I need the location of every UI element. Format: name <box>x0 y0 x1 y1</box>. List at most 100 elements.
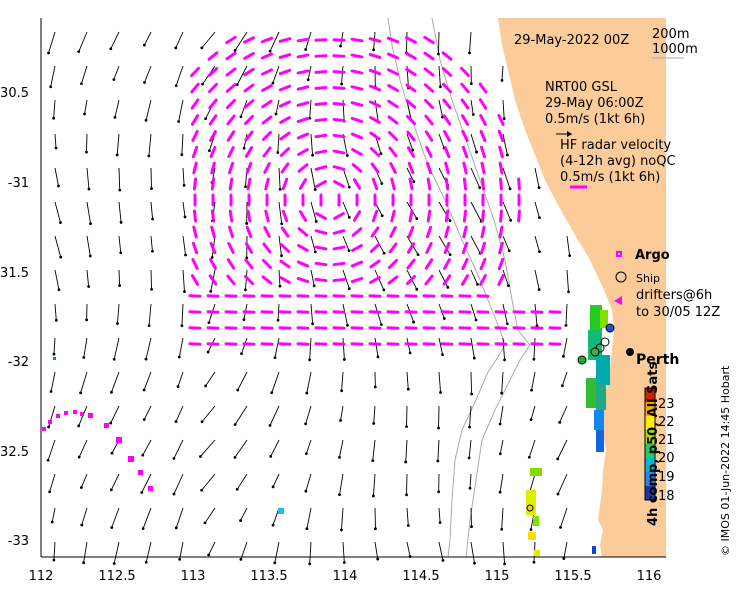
model-velocity-arrow <box>175 405 184 422</box>
radar-velocity-arrow <box>210 177 216 191</box>
y-tick-label: 30.5 <box>0 86 29 101</box>
model-velocity-arrowhead <box>207 321 211 325</box>
radar-velocity-arrow <box>314 261 328 267</box>
model-velocity-arrow <box>204 507 216 524</box>
model-velocity-arrowhead <box>537 186 541 189</box>
radar-velocity-arrow <box>244 258 254 270</box>
model-velocity-arrowhead <box>180 324 184 328</box>
model-velocity-arrow <box>278 167 281 190</box>
model-velocity-arrow <box>201 405 216 423</box>
model-velocity-arrowhead <box>112 562 116 565</box>
model-velocity-arrow <box>182 201 186 217</box>
model-velocity-arrow <box>110 473 120 490</box>
radar-velocity-arrow <box>243 52 255 60</box>
model-velocity-arrow <box>469 473 472 489</box>
radar-velocity-arrow <box>479 114 487 126</box>
model-velocity-arrow <box>531 371 536 391</box>
radar-velocity-arrow <box>279 259 291 269</box>
radar-velocity-arrow <box>368 37 382 43</box>
radar-velocity-arrow <box>279 116 291 124</box>
x-tick-label: 116 <box>637 569 662 584</box>
model-velocity-arrow <box>142 439 152 456</box>
model-velocity-arrowhead <box>47 51 50 55</box>
model-velocity-arrowhead <box>537 288 541 291</box>
model-velocity-arrowhead <box>471 113 475 116</box>
model-velocity-arrow <box>438 269 449 288</box>
radar-velocity-arrow <box>209 130 217 142</box>
model-velocity-arrowhead <box>57 184 60 188</box>
radar-velocity-arrow <box>441 67 453 77</box>
radar-velocity-arrow <box>210 225 216 239</box>
model-velocity-arrowhead <box>273 561 277 565</box>
model-velocity-arrowhead <box>80 523 84 527</box>
x-tick-label: 114.5 <box>402 569 439 584</box>
model-velocity-arrow <box>118 269 121 286</box>
model-velocity-arrow <box>406 133 414 151</box>
perth-city-marker <box>626 348 634 356</box>
model-velocity-arrow <box>310 201 317 222</box>
model-velocity-arrowhead <box>177 120 181 123</box>
radar-velocity-arrow <box>350 260 364 268</box>
model-velocity-arrow <box>54 133 57 149</box>
model-velocity-arrow <box>278 235 282 256</box>
radar-velocity-arrow <box>498 145 504 159</box>
radar-velocity-arrow <box>461 241 469 255</box>
model-velocity-arrow <box>234 31 248 51</box>
model-velocity-arrowhead <box>338 455 341 459</box>
model-velocity-arrow <box>372 439 376 461</box>
radar-velocity-arrow <box>405 67 417 77</box>
radar-velocity-arrow <box>351 227 363 237</box>
model-velocity-arrowhead <box>233 456 237 459</box>
model-velocity-arrow <box>561 371 568 386</box>
model-velocity-arrowhead <box>239 115 243 119</box>
radar-velocity-arrow <box>332 102 346 106</box>
radar-velocity-arrow <box>261 68 273 76</box>
model-velocity-arrow <box>111 507 120 528</box>
model-velocity-arrow <box>240 99 248 117</box>
model-velocity-arrowhead <box>82 561 86 565</box>
radar-velocity-arrow <box>190 66 200 78</box>
model-velocity-arrowhead <box>174 420 178 423</box>
radar-velocity-arrow <box>210 209 216 223</box>
model-velocity-arrowhead <box>200 488 204 492</box>
model-velocity-arrowhead <box>567 290 570 294</box>
model-velocity-arrowhead <box>119 251 123 255</box>
model-velocity-arrow <box>438 65 441 87</box>
model-velocity-arrowhead <box>339 44 342 48</box>
radar-velocity-arrow <box>209 258 217 270</box>
model-velocity-arrowhead <box>560 384 564 388</box>
radar-velocity-arrow <box>499 209 503 223</box>
model-velocity-arrow <box>208 541 216 556</box>
y-tick-label: -33 <box>8 534 29 549</box>
model-velocity-arrowhead <box>204 117 208 121</box>
radar-velocity-arrow <box>246 209 252 223</box>
model-velocity-arrowhead <box>236 388 240 392</box>
radar-velocity-arrow <box>314 117 328 123</box>
drifter-track <box>42 357 153 491</box>
model-velocity-arrowhead <box>559 525 562 529</box>
model-velocity-arrowhead <box>406 524 410 527</box>
model-velocity-arrowhead <box>382 288 386 292</box>
radar-velocity-arrow <box>350 116 364 124</box>
radar-velocity-arrow <box>405 36 417 44</box>
model-velocity-arrow <box>50 65 56 87</box>
radar-velocity-arrow <box>497 273 505 287</box>
model-velocity-arrow <box>470 133 477 153</box>
model-velocity-arrow <box>307 65 312 80</box>
model-velocity-arrow <box>534 201 540 218</box>
model-velocity-arrowhead <box>437 52 440 56</box>
radar-velocity-arrow <box>332 229 346 235</box>
model-velocity-arrow <box>114 99 120 118</box>
radar-velocity-arrow <box>298 210 308 222</box>
radar-velocity-arrow <box>497 113 505 127</box>
model-velocity-arrowhead <box>183 290 186 293</box>
model-velocity-arrow <box>150 235 153 252</box>
radar-velocity-arrow <box>480 161 486 175</box>
model-velocity-arrow <box>200 439 216 457</box>
radar-velocity-arrow <box>243 274 255 286</box>
radar-velocity-arrow <box>387 99 399 109</box>
model-velocity-arrowhead <box>177 355 181 359</box>
model-velocity-arrowhead <box>240 352 243 356</box>
model-velocity-arrow <box>86 269 90 287</box>
model-velocity-arrow <box>182 235 187 256</box>
